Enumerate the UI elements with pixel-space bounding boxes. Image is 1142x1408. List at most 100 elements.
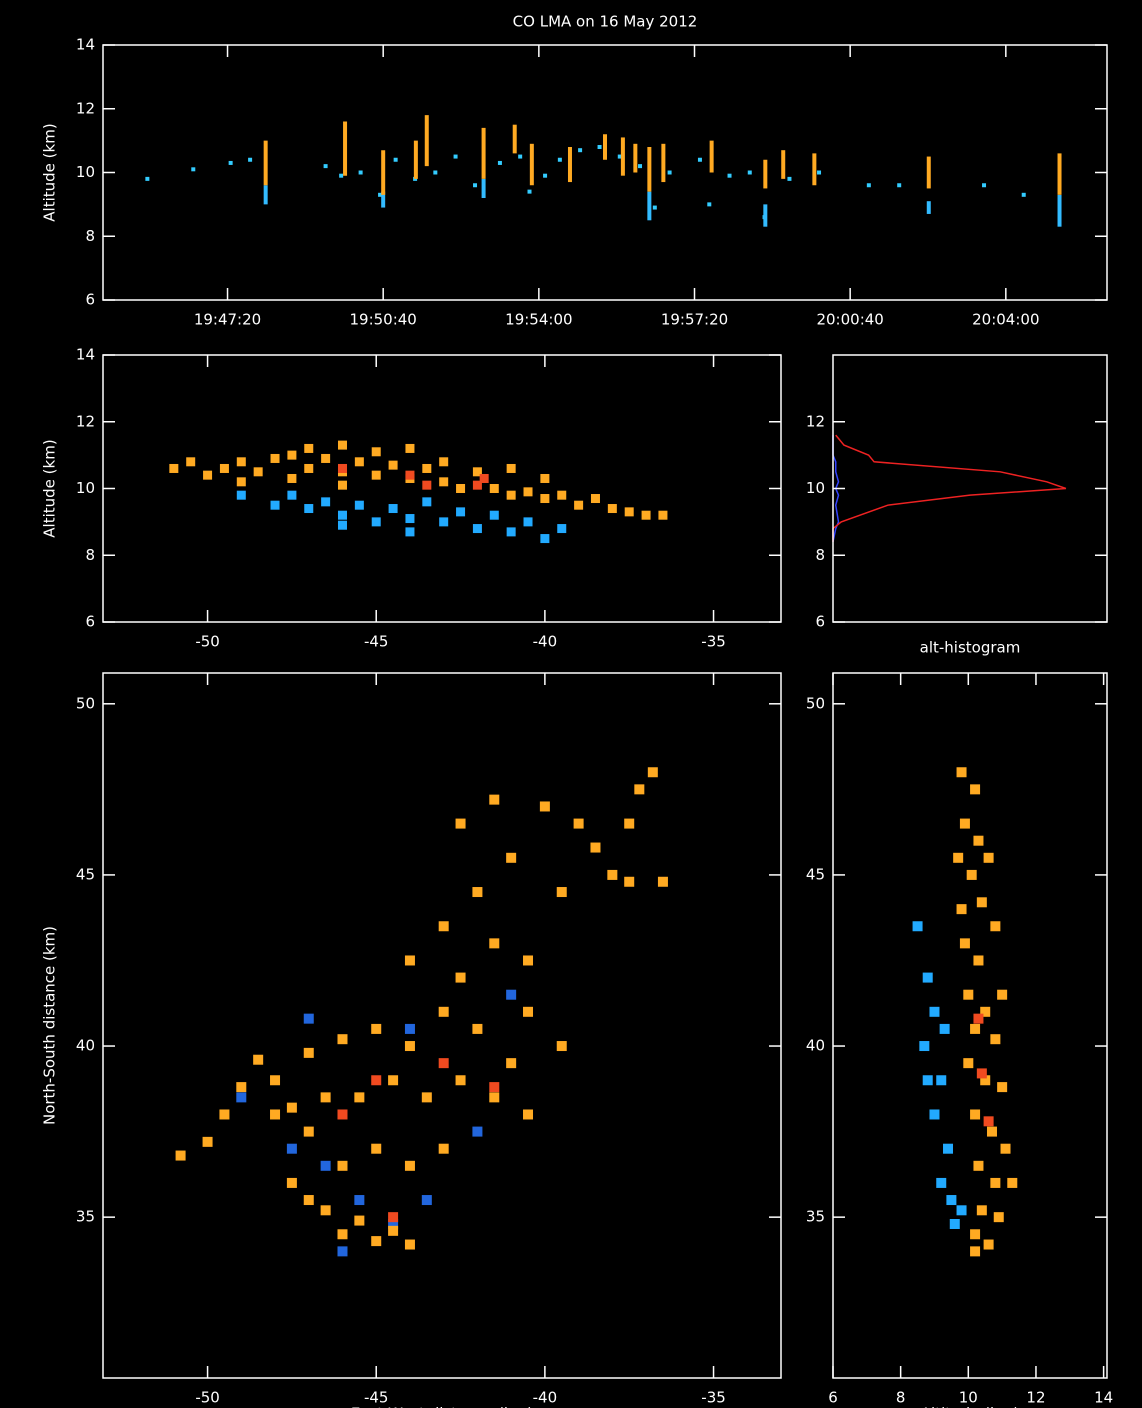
source-point: [404, 1041, 415, 1052]
y-tick-label: 6: [85, 613, 95, 631]
source-point: [523, 955, 534, 966]
source-point: [473, 183, 478, 188]
source-point: [540, 494, 550, 504]
source-point: [421, 1092, 432, 1103]
source-point: [489, 1082, 500, 1093]
source-point: [949, 1218, 960, 1229]
source-point: [641, 510, 651, 520]
source-point: [556, 1041, 567, 1052]
source-point: [404, 1160, 415, 1171]
source-point: [506, 527, 516, 537]
source-point: [378, 192, 383, 197]
source-point: [966, 869, 977, 880]
source-point: [574, 500, 584, 510]
source-point: [506, 1058, 517, 1069]
x-tick-label: 19:54:00: [505, 311, 572, 329]
source-point: [990, 921, 1001, 932]
source-point: [371, 470, 381, 480]
source-point: [929, 1006, 940, 1017]
source-point: [936, 1177, 947, 1188]
x-tick-label: 10: [959, 1389, 978, 1407]
source-point: [323, 164, 328, 169]
source-point: [817, 170, 822, 175]
source-point: [404, 1023, 415, 1034]
source-point: [304, 463, 314, 473]
source-point: [543, 173, 548, 178]
chart-title: CO LMA on 16 May 2012: [513, 13, 698, 31]
x-axis-label: East-West distance (km): [351, 1405, 533, 1408]
source-point: [973, 1013, 984, 1024]
source-point: [191, 167, 196, 172]
y-tick-label: 12: [76, 412, 95, 430]
source-point: [997, 1082, 1008, 1093]
source-point: [320, 1092, 331, 1103]
source-point: [337, 510, 347, 520]
y-axis-label: Altitude (km): [41, 123, 59, 221]
plot-frame: [102, 672, 782, 1379]
source-point: [304, 443, 314, 453]
y-tick-label: 6: [815, 613, 825, 631]
y-tick-label: 12: [76, 99, 95, 117]
source-point: [986, 1126, 997, 1137]
x-tick-label: -45: [364, 1389, 389, 1407]
x-tick-label: 14: [1094, 1389, 1113, 1407]
source-point: [388, 1212, 399, 1223]
source-point: [506, 490, 516, 500]
source-point: [371, 1075, 382, 1086]
source-point: [472, 887, 483, 898]
source-point: [253, 467, 263, 477]
source-point: [980, 1075, 991, 1086]
y-tick-label: 8: [85, 546, 95, 564]
source-point: [993, 1212, 1004, 1223]
source-point: [607, 869, 618, 880]
source-point: [321, 453, 331, 463]
y-tick-label: 35: [806, 1208, 825, 1226]
y-axis-label: Altitude (km): [41, 439, 59, 537]
y-tick-label: 40: [76, 1037, 95, 1055]
source-point: [337, 480, 347, 490]
source-point: [236, 490, 246, 500]
source-point: [404, 1239, 415, 1250]
source-point: [455, 972, 466, 983]
source-point: [358, 170, 363, 175]
source-point: [956, 767, 967, 778]
source-point: [990, 1034, 1001, 1045]
y-tick-label: 45: [806, 865, 825, 883]
source-point: [489, 510, 499, 520]
y-tick-label: 35: [76, 1208, 95, 1226]
source-point: [959, 818, 970, 829]
source-point: [236, 1092, 247, 1103]
source-point: [647, 767, 658, 778]
source-point: [556, 887, 567, 898]
source-point: [970, 1246, 981, 1257]
source-point: [303, 1126, 314, 1137]
source-point: [455, 1075, 466, 1086]
source-point: [990, 1177, 1001, 1188]
source-point: [489, 794, 500, 805]
source-point: [439, 477, 449, 487]
source-point: [523, 1006, 534, 1017]
source-point: [337, 520, 347, 530]
source-point: [286, 1143, 297, 1154]
source-point: [438, 1058, 449, 1069]
source-point: [422, 480, 432, 490]
source-point: [919, 1041, 930, 1052]
y-tick-label: 14: [76, 346, 95, 364]
source-point: [248, 157, 253, 162]
source-point: [922, 1075, 933, 1086]
source-point: [658, 510, 668, 520]
source-point: [557, 490, 567, 500]
source-point: [393, 157, 398, 162]
source-point: [439, 517, 449, 527]
source-point: [253, 1054, 264, 1065]
x-tick-label: 6: [828, 1389, 838, 1407]
source-point: [727, 173, 732, 178]
source-point: [320, 1160, 331, 1171]
source-point: [219, 463, 229, 473]
source-point: [578, 148, 583, 153]
source-point: [624, 818, 635, 829]
source-point: [983, 1239, 994, 1250]
source-point: [973, 835, 984, 846]
source-point: [287, 473, 297, 483]
